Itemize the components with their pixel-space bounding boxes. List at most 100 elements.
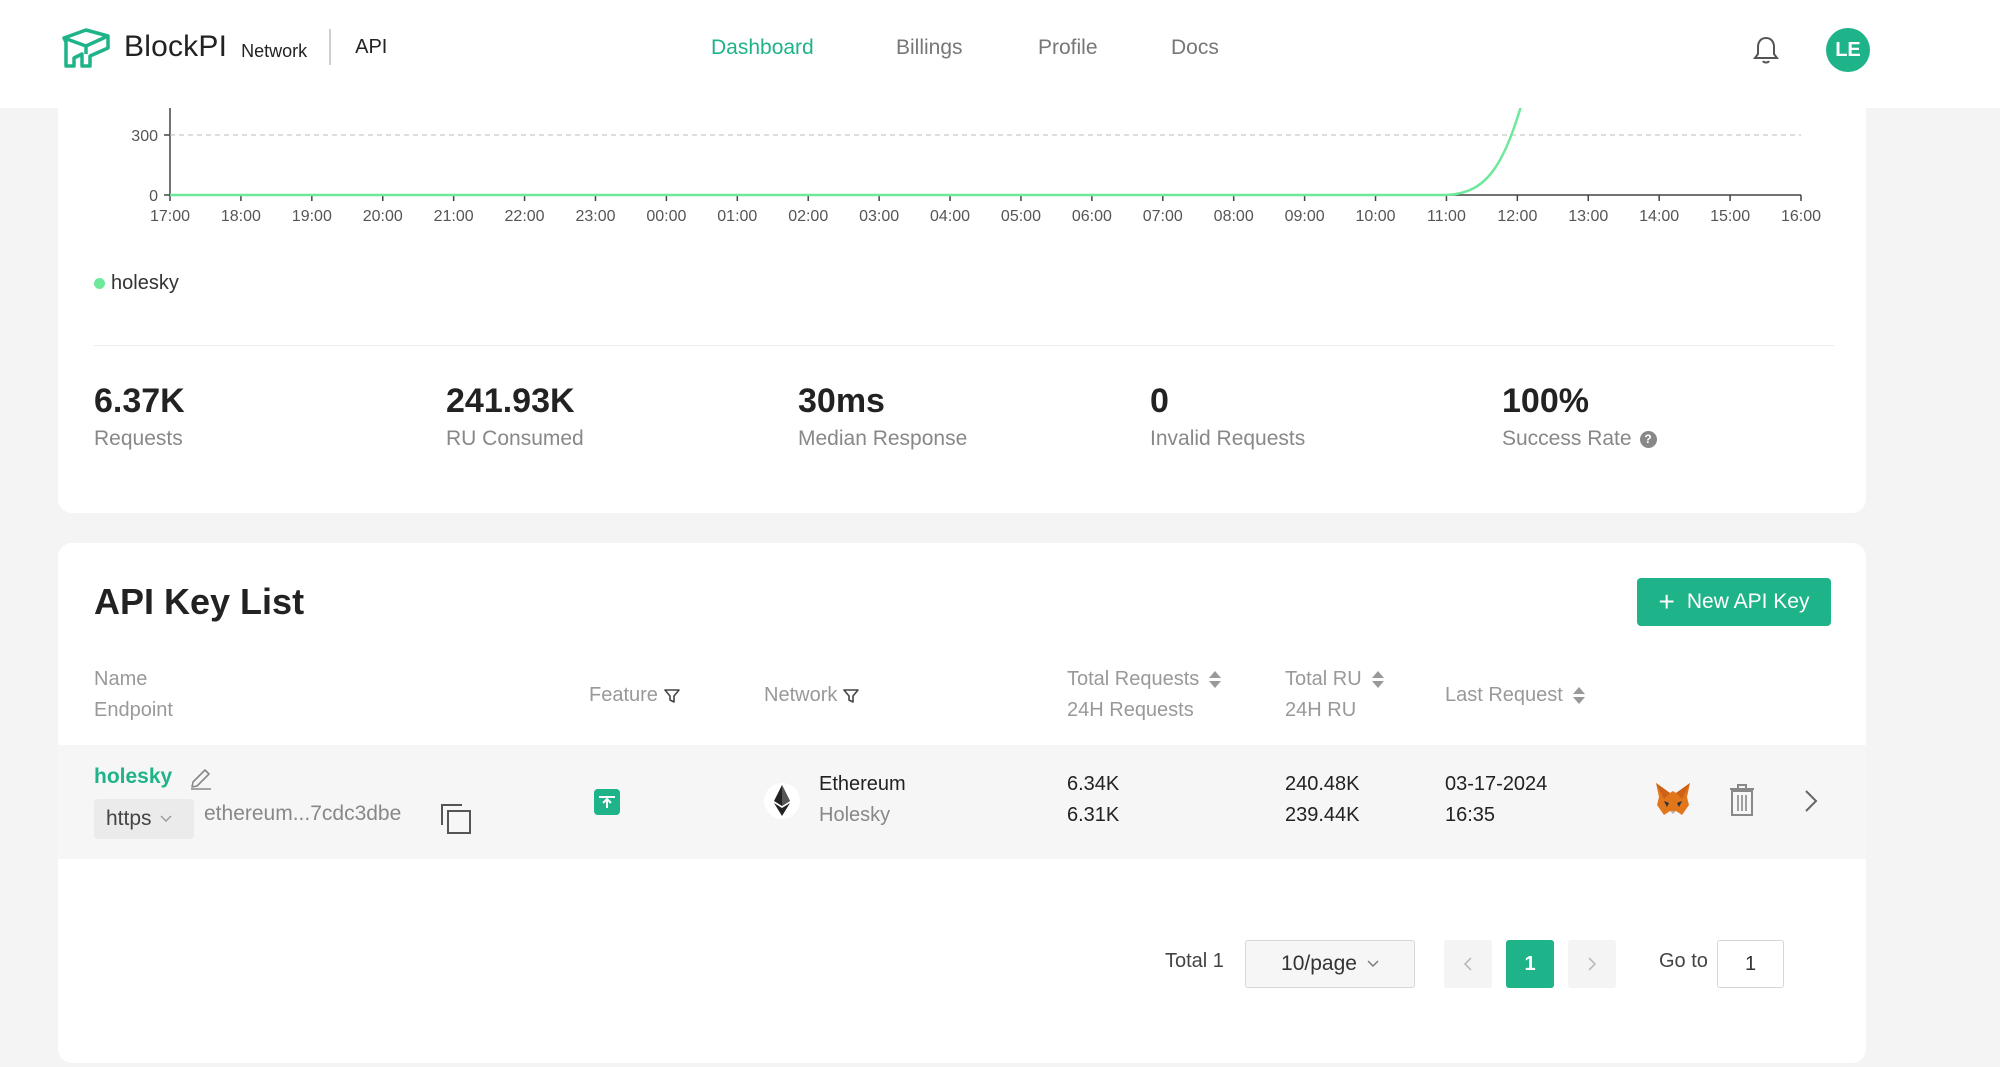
requests-cell: 6.34K 6.31K <box>1067 773 1120 826</box>
nav-billings[interactable]: Billings <box>896 36 963 59</box>
avatar[interactable]: LE <box>1826 28 1870 72</box>
legend-dot <box>94 278 105 289</box>
x-tick-label: 10:00 <box>1355 208 1395 225</box>
stat-requests: 6.37K Requests <box>94 382 185 451</box>
x-tick-label: 01:00 <box>717 208 757 225</box>
filter-icon[interactable] <box>843 688 860 704</box>
logo-divider <box>329 29 332 65</box>
x-tick-label: 06:00 <box>1072 208 1112 225</box>
stat-label: RU Consumed <box>446 427 584 450</box>
y-tick-label: 0 <box>149 188 158 205</box>
sort-icon[interactable] <box>1572 686 1585 706</box>
top-header: BlockPI Network API Dashboard Billings P… <box>0 0 2000 108</box>
stat-median-response: 30ms Median Response <box>798 382 967 451</box>
section-label: API <box>355 35 388 58</box>
stat-label: Requests <box>94 427 183 450</box>
x-tick-label: 07:00 <box>1143 208 1183 225</box>
archive-icon <box>594 789 620 815</box>
delete-icon[interactable] <box>1728 783 1756 817</box>
col-name-endpoint: Name Endpoint <box>94 668 173 721</box>
chevron-down-icon <box>1367 960 1379 967</box>
endpoint-text: ethereum...7cdc3dbe <box>204 802 402 825</box>
copy-icon[interactable] <box>440 803 472 835</box>
logo[interactable]: BlockPI Network API <box>60 26 387 68</box>
prev-page-button[interactable] <box>1444 940 1492 988</box>
filter-icon[interactable] <box>664 688 680 704</box>
question-circle-icon[interactable]: ? <box>1639 430 1657 448</box>
stat-value: 30ms <box>798 382 885 420</box>
sort-icon[interactable] <box>1371 670 1384 690</box>
x-tick-label: 13:00 <box>1568 208 1608 225</box>
new-api-key-button[interactable]: + New API Key <box>1637 578 1831 626</box>
metamask-fox-icon[interactable] <box>1654 781 1692 817</box>
col-feature[interactable]: Feature <box>589 680 680 711</box>
x-tick-label: 12:00 <box>1497 208 1537 225</box>
stat-label: Median Response <box>798 427 968 450</box>
x-tick-label: 21:00 <box>434 208 474 225</box>
col-last-request[interactable]: Last Request <box>1445 680 1585 711</box>
usage-card: 0 300 17:00 18:00 19:00 20:00 21:00 22:00 23:00 0… <box>58 60 1866 513</box>
stat-value: 6.37K <box>94 382 185 420</box>
table-row[interactable]: holesky https ethereum...7cdc3dbe Ethere… <box>58 745 1866 859</box>
nav-docs[interactable]: Docs <box>1171 36 1219 59</box>
page-size-select[interactable]: 10/page <box>1245 940 1415 988</box>
x-tick-label: 04:00 <box>930 208 970 225</box>
x-tick-label: 09:00 <box>1285 208 1325 225</box>
x-tick-label: 08:00 <box>1214 208 1254 225</box>
x-tick-label: 22:00 <box>505 208 545 225</box>
nav-dashboard[interactable]: Dashboard <box>711 36 814 59</box>
chevron-right-icon[interactable] <box>1804 789 1818 813</box>
key-name-link[interactable]: holesky <box>94 765 173 788</box>
x-tick-label: 11:00 <box>1427 208 1466 225</box>
stat-label: Success Rate ? <box>1502 427 1657 451</box>
stat-value: 100% <box>1502 382 1589 420</box>
x-tick-label: 15:00 <box>1710 208 1750 225</box>
x-tick-label: 03:00 <box>859 208 899 225</box>
ethereum-icon <box>764 783 800 819</box>
ru-cell: 240.48K 239.44K <box>1285 773 1360 826</box>
nav-profile[interactable]: Profile <box>1038 36 1098 59</box>
chart-legend[interactable]: holesky <box>94 272 179 295</box>
x-tick-label: 17:00 <box>150 208 190 225</box>
col-ru[interactable]: Total RU 24H RU <box>1285 664 1384 726</box>
brand-sub: Network <box>241 40 308 61</box>
page-button-1[interactable]: 1 <box>1506 940 1554 988</box>
x-tick-label: 02:00 <box>788 208 828 225</box>
next-page-button[interactable] <box>1568 940 1616 988</box>
requests-chart: 0 300 17:00 18:00 19:00 20:00 21:00 22:00 23:00 0… <box>131 67 1821 225</box>
x-tick-label: 20:00 <box>363 208 403 225</box>
x-tick-label: 19:00 <box>292 208 332 225</box>
stat-success-rate: 100% Success Rate ? <box>1502 382 1657 451</box>
pagination-total: Total 1 <box>1165 950 1224 972</box>
stat-value: 241.93K <box>446 382 575 420</box>
brand-name: BlockPI <box>124 30 228 63</box>
x-tick-label: 16:00 <box>1781 208 1821 225</box>
bell-icon[interactable] <box>1752 35 1780 65</box>
x-tick-label: 05:00 <box>1001 208 1041 225</box>
goto-page-input[interactable] <box>1717 940 1784 988</box>
api-key-list-card: API Key List + New API Key Name Endpoint… <box>58 543 1866 1063</box>
chevron-down-icon <box>160 815 172 822</box>
list-title: API Key List <box>94 581 305 622</box>
stat-value: 0 <box>1150 382 1169 420</box>
sort-icon[interactable] <box>1209 670 1222 690</box>
edit-icon[interactable] <box>188 765 214 791</box>
col-network[interactable]: Network <box>764 680 860 711</box>
y-tick-label: 300 <box>131 128 158 145</box>
x-tick-label: 23:00 <box>575 208 615 225</box>
legend-label: holesky <box>111 272 179 294</box>
stats-divider <box>94 345 1834 346</box>
network-cell: Ethereum Holesky <box>819 773 906 826</box>
col-requests[interactable]: Total Requests 24H Requests <box>1067 664 1222 726</box>
last-request-cell: 03-17-2024 16:35 <box>1445 773 1548 826</box>
protocol-select[interactable]: https <box>94 799 194 839</box>
x-tick-label: 00:00 <box>646 208 686 225</box>
series-line-holesky <box>170 67 1533 197</box>
chevron-right-icon <box>1588 957 1597 971</box>
x-tick-label: 14:00 <box>1639 208 1679 225</box>
x-tick-label: 18:00 <box>221 208 261 225</box>
stat-invalid-requests: 0 Invalid Requests <box>1150 382 1305 451</box>
goto-label: Go to <box>1659 950 1708 972</box>
stat-ru-consumed: 241.93K RU Consumed <box>446 382 584 451</box>
stat-label: Invalid Requests <box>1150 427 1306 450</box>
